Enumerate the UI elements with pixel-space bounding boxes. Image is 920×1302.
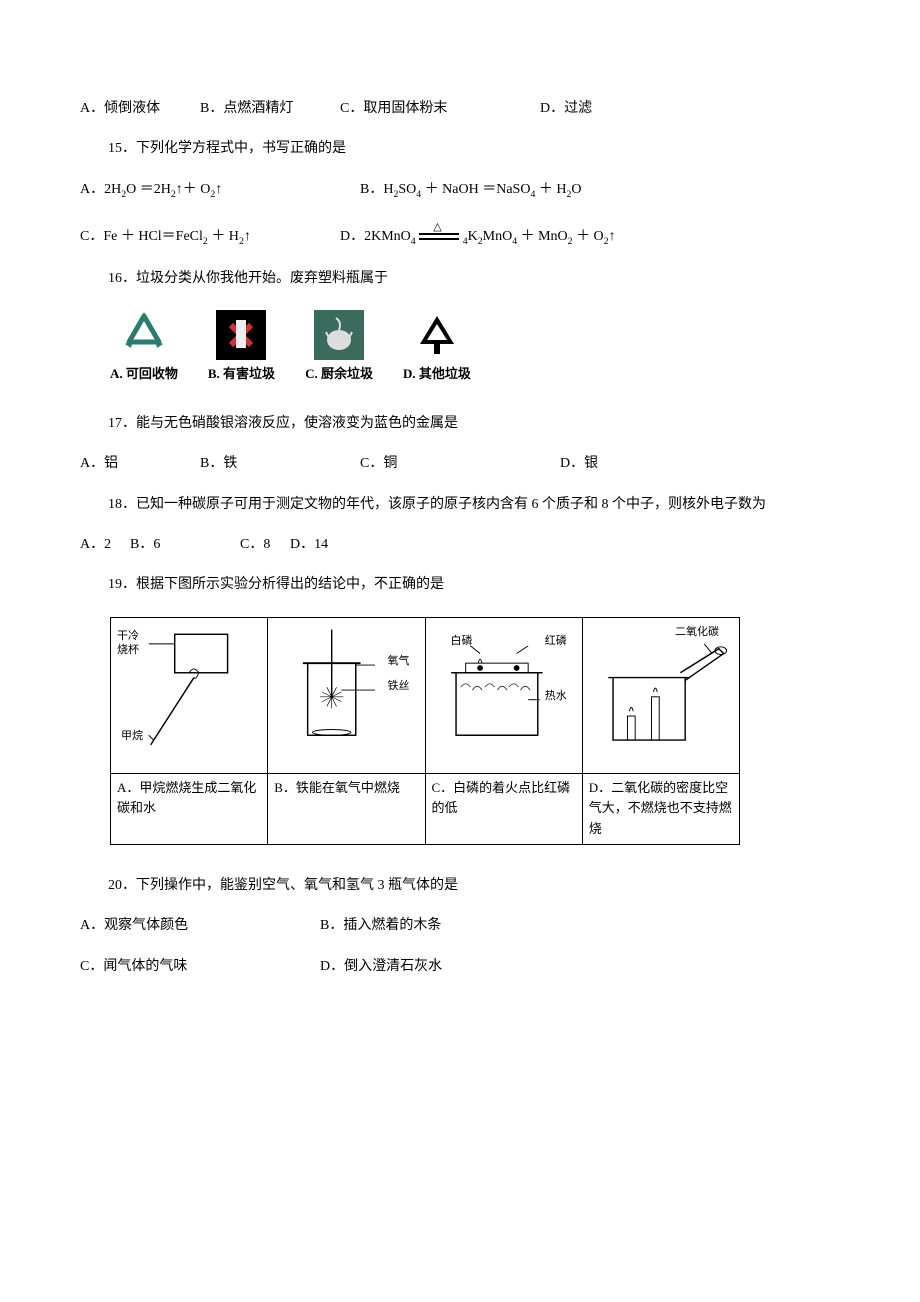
q14-opt-d: D．过滤 [540, 98, 640, 120]
txt: ↑＋ O [176, 182, 211, 197]
q19-cell4: 二氧化碳 [582, 617, 739, 773]
lbl: 红磷 [545, 633, 567, 651]
q14-opt-b: B．点燃酒精灯 [200, 98, 340, 120]
q19-opt-d: D．二氧化碳的密度比空气大，不燃烧也不支持燃烧 [582, 773, 739, 844]
q18-opt-a: A．2 [80, 534, 130, 556]
q16-label-b: B. 有害垃圾 [208, 364, 275, 385]
txt: ＋ H [535, 182, 566, 197]
txt: SO [398, 182, 416, 197]
txt: ＋ O [573, 229, 604, 244]
txt: ＋ MnO [517, 229, 568, 244]
q16-item-d: D. 其他垃圾 [403, 310, 471, 385]
q16-item-a: A. 可回收物 [110, 310, 178, 385]
q17-stem: 17．能与无色硝酸银溶液反应，使溶液变为蓝色的金属是 [80, 413, 840, 435]
txt: B．H [360, 182, 393, 197]
txt: ↑ [244, 229, 251, 244]
txt: K [468, 229, 478, 244]
lbl: 二氧化碳 [675, 624, 719, 642]
lbl: 氧气 [388, 653, 410, 671]
q18-opt-d: D．14 [290, 534, 328, 556]
q19-opt-b: B．铁能在氧气中燃烧 [268, 773, 425, 844]
q19-opt-c: C．白磷的着火点比红磷的低 [425, 773, 582, 844]
lbl: 甲烷 [121, 728, 143, 746]
q19-table: 干冷 烧杯 甲烷 氧气 铁丝 [110, 617, 740, 845]
txt: O [571, 182, 581, 197]
q20-opt-c: C．闻气体的气味 [80, 956, 320, 978]
delta-arrow: △ [419, 233, 459, 240]
q17-opt-d: D．银 [560, 453, 598, 475]
q15-opt-b: B．H2SO4 ＋ NaOH ＝NaSO4 ＋ H2O [360, 179, 582, 202]
lbl: 铁丝 [388, 678, 410, 696]
q16-label-d: D. 其他垃圾 [403, 364, 471, 385]
q14-opt-a: A．倾倒液体 [80, 98, 200, 120]
q20-stem: 20．下列操作中，能鉴别空气、氧气和氢气 3 瓶气体的是 [80, 875, 840, 897]
q18-opt-c: C．8 [240, 534, 290, 556]
txt: ＋ H [208, 229, 239, 244]
q18-options: A．2 B．6 C．8 D．14 [80, 534, 840, 556]
recycle-icon [119, 310, 169, 360]
q16-label-a: A. 可回收物 [110, 364, 178, 385]
lbl: 热水 [545, 688, 567, 706]
q18-opt-b: B．6 [130, 534, 240, 556]
q16-label-c: C. 厨余垃圾 [305, 364, 373, 385]
txt: A．2H [80, 182, 121, 197]
q14-opt-c: C．取用固体粉末 [340, 98, 540, 120]
txt: MnO [483, 229, 513, 244]
q14-options: A．倾倒液体 B．点燃酒精灯 C．取用固体粉末 D．过滤 [80, 98, 840, 120]
q16-icons: A. 可回收物 B. 有害垃圾 C. 厨余垃圾 [110, 310, 840, 385]
q20-opt-b: B．插入燃着的木条 [320, 915, 441, 937]
q15-row1: A．2H2O ＝2H2↑＋ O2↑ B．H2SO4 ＋ NaOH ＝NaSO4 … [80, 179, 840, 202]
hazard-icon [216, 310, 266, 360]
q20-row2: C．闻气体的气味 D．倒入澄清石灰水 [80, 956, 840, 978]
food-waste-icon [314, 310, 364, 360]
sub: 4 [411, 236, 416, 247]
q17-opt-c: C．铜 [360, 453, 560, 475]
txt: D．2KMnO [340, 229, 411, 244]
q16-stem: 16．垃圾分类从你我他开始。废弃塑料瓶属于 [80, 268, 840, 290]
q16-item-c: C. 厨余垃圾 [305, 310, 373, 385]
other-waste-icon [412, 310, 462, 360]
lbl: 烧杯 [117, 642, 139, 660]
q17-opt-b: B．铁 [200, 453, 360, 475]
q20-opt-a: A．观察气体颜色 [80, 915, 320, 937]
txt: ↑ [609, 229, 616, 244]
q16-item-b: B. 有害垃圾 [208, 310, 275, 385]
q18-stem: 18．已知一种碳原子可用于测定文物的年代，该原子的原子核内含有 6 个质子和 8… [80, 494, 840, 516]
q17-options: A．铝 B．铁 C．铜 D．银 [80, 453, 840, 475]
q15-opt-c: C．Fe ＋ HCl＝FeCl2 ＋ H2↑ [80, 226, 340, 249]
txt: C．Fe ＋ HCl＝FeCl [80, 229, 203, 244]
q19-opt-a: A．甲烷燃烧生成二氧化碳和水 [111, 773, 268, 844]
txt: ＋ NaOH ＝NaSO [421, 182, 530, 197]
q15-opt-d: D．2KMnO4 △ 4K2MnO4 ＋ MnO2 ＋ O2↑ [340, 226, 616, 249]
q20-row1: A．观察气体颜色 B．插入燃着的木条 [80, 915, 840, 937]
q15-stem: 15．下列化学方程式中，书写正确的是 [80, 138, 840, 160]
txt: O ＝2H [126, 182, 171, 197]
q19-stem: 19．根据下图所示实验分析得出的结论中，不正确的是 [80, 574, 840, 596]
q20-opt-d: D．倒入澄清石灰水 [320, 956, 442, 978]
lbl: 白磷 [451, 633, 473, 651]
q15-opt-a: A．2H2O ＝2H2↑＋ O2↑ [80, 179, 360, 202]
q15-row2: C．Fe ＋ HCl＝FeCl2 ＋ H2↑ D．2KMnO4 △ 4K2MnO… [80, 226, 840, 249]
q19-cell3: 白磷 红磷 热水 [425, 617, 582, 773]
co2-diagram [589, 622, 733, 762]
q17-opt-a: A．铝 [80, 453, 200, 475]
q19-cell1: 干冷 烧杯 甲烷 [111, 617, 268, 773]
triangle-icon: △ [433, 219, 441, 237]
q19-cell2: 氧气 铁丝 [268, 617, 425, 773]
txt: ↑ [215, 182, 222, 197]
